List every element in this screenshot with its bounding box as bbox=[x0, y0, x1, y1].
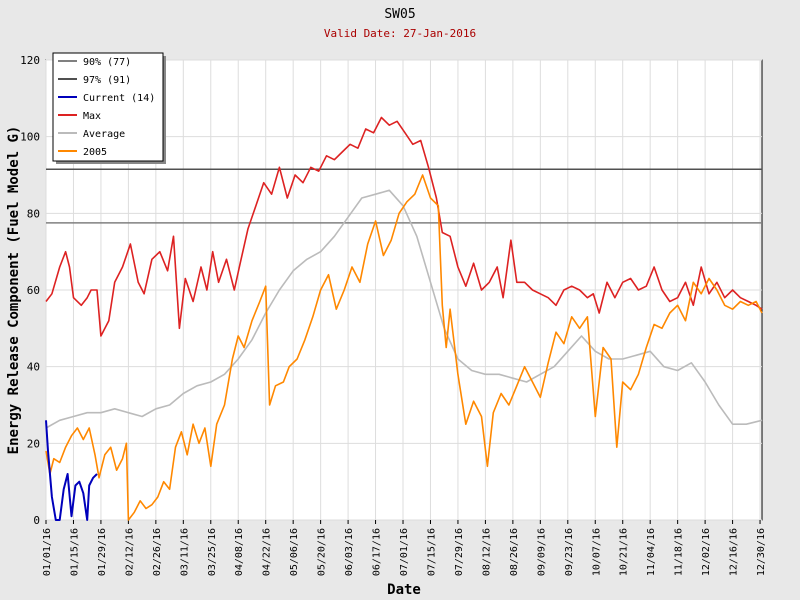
x-tick-label: 08/26/16 bbox=[509, 528, 520, 576]
average-series-line bbox=[45, 189, 763, 429]
x-tick-label: 06/17/16 bbox=[372, 528, 383, 576]
legend-label-p97: 97% (91) bbox=[83, 75, 131, 86]
x-axis-label: Date bbox=[387, 582, 421, 598]
x-tick-label: 06/03/16 bbox=[344, 528, 355, 576]
percentile-lines bbox=[46, 168, 762, 224]
x-tick-label: 03/25/16 bbox=[207, 528, 218, 576]
x-tick-label: 01/29/16 bbox=[97, 528, 108, 576]
x-tick-label: 12/16/16 bbox=[729, 528, 740, 576]
legend-label-current: Current (14) bbox=[83, 93, 155, 104]
x-tick-label: 03/11/16 bbox=[179, 528, 190, 576]
x-tick-label: 11/18/16 bbox=[674, 528, 685, 576]
max-series-line bbox=[45, 116, 763, 337]
x-tick-label: 05/06/16 bbox=[289, 528, 300, 576]
legend-box bbox=[52, 52, 164, 162]
y-tick-label: 0 bbox=[33, 514, 40, 527]
y-tick-label: 100 bbox=[20, 131, 40, 144]
x-tick-label: 05/20/16 bbox=[317, 528, 328, 576]
x-tick-label: 02/12/16 bbox=[124, 528, 135, 576]
x-tick-label: 07/29/16 bbox=[454, 528, 465, 576]
y-tick-label: 120 bbox=[20, 54, 40, 67]
legend-label-y2005: 2005 bbox=[83, 147, 107, 158]
legend: 90% (77) 97% (91) Current (14) Max Average 20… bbox=[52, 52, 166, 164]
y-tick-label: 60 bbox=[27, 284, 40, 297]
x-tick-label: 09/23/16 bbox=[564, 528, 575, 576]
legend-label-max: Max bbox=[83, 111, 101, 122]
x-tick-label: 11/04/16 bbox=[646, 528, 657, 576]
series-lines bbox=[45, 116, 763, 521]
chart-title: SW05 bbox=[384, 7, 415, 22]
x-tick-label: 09/09/16 bbox=[536, 528, 547, 576]
y-tick-label: 20 bbox=[27, 437, 40, 450]
y-tick-label: 80 bbox=[27, 207, 40, 220]
y2005-series-line bbox=[45, 174, 763, 521]
legend-label-p90: 90% (77) bbox=[83, 57, 131, 68]
x-tick-label: 10/07/16 bbox=[591, 528, 602, 576]
current-series-line bbox=[45, 420, 98, 521]
x-tick-label: 08/12/16 bbox=[481, 528, 492, 576]
x-tick-label: 01/15/16 bbox=[69, 528, 80, 576]
x-tick-label: 02/26/16 bbox=[152, 528, 163, 576]
legend-label-average: Average bbox=[83, 129, 125, 140]
x-axis: 01/01/16 01/15/16 01/29/16 02/12/16 02/26/16… bbox=[42, 520, 767, 576]
y-axis-label: Energy Release Component (Fuel Model G) bbox=[6, 126, 22, 455]
x-tick-label: 07/15/16 bbox=[426, 528, 437, 576]
x-tick-label: 10/21/16 bbox=[619, 528, 630, 576]
y-tick-label: 40 bbox=[27, 361, 40, 374]
chart-subtitle: Valid Date: 27-Jan-2016 bbox=[324, 27, 476, 40]
x-tick-label: 04/22/16 bbox=[262, 528, 273, 576]
x-tick-label: 01/01/16 bbox=[42, 528, 53, 576]
x-tick-label: 04/08/16 bbox=[234, 528, 245, 576]
x-tick-label: 12/02/16 bbox=[701, 528, 712, 576]
x-tick-label: 07/01/16 bbox=[399, 528, 410, 576]
y-axis: 0 20 40 60 80 100 120 bbox=[20, 54, 40, 527]
x-tick-label: 12/30/16 bbox=[756, 528, 767, 576]
